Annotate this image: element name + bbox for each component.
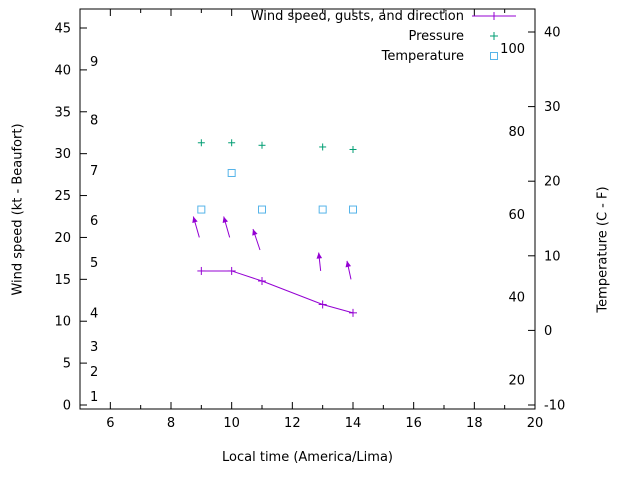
y-left-tick-label: 45: [54, 22, 71, 37]
y-left-tick-label: 10: [54, 315, 71, 330]
y-left-tick-label: 5: [63, 357, 71, 372]
wind-speed-line: [201, 270, 354, 314]
legend-row-pressure: Pressure: [150, 26, 518, 46]
beaufort-scale-label: 5: [90, 256, 98, 271]
temperature-point: [349, 205, 357, 214]
fahrenheit-scale-label: 40: [508, 291, 525, 306]
x-tick-label: 6: [106, 416, 114, 431]
legend-row-temperature: Temperature: [150, 46, 518, 66]
fahrenheit-scale-label: 20: [508, 374, 525, 389]
x-tick-label: 8: [167, 416, 175, 431]
beaufort-scale-label: 9: [90, 55, 98, 70]
wind-direction-arrowhead: [192, 216, 198, 224]
legend-row-wind: Wind speed, gusts, and direction: [150, 6, 518, 26]
wind-direction-arrowhead: [345, 260, 352, 268]
beaufort-scale-label: 3: [90, 340, 98, 355]
legend-marker-wind: [470, 9, 518, 23]
legend-label-wind: Wind speed, gusts, and direction: [250, 8, 464, 24]
y-right-tick-label: 40: [544, 26, 561, 41]
x-tick-label: 20: [527, 416, 544, 431]
legend-marker-pressure: [470, 29, 518, 43]
legend-sample-point: [490, 52, 498, 60]
temperature-point: [227, 168, 236, 177]
beaufort-scale-label: 7: [90, 164, 98, 179]
beaufort-scale-label: 1: [90, 390, 98, 405]
legend-sample: [490, 52, 498, 60]
x-tick-label: 14: [345, 416, 362, 431]
legend-label-temperature: Temperature: [381, 48, 464, 64]
x-tick-label: 10: [223, 416, 240, 431]
legend-sample: [490, 32, 498, 40]
plot-border: [79, 8, 536, 410]
temperature-point: [318, 205, 327, 214]
fahrenheit-scale-label: 100: [500, 42, 525, 57]
beaufort-scale-label: 6: [90, 214, 98, 229]
wind-direction-arrowhead: [252, 229, 258, 236]
y-left-tick-label: 20: [54, 231, 71, 246]
y-left-tick-label: 40: [54, 63, 71, 78]
beaufort-scale-label: 4: [90, 306, 98, 321]
y-right-tick-label: 0: [544, 324, 552, 339]
y-right-tick-label: 20: [544, 175, 561, 190]
wind-direction-arrowhead: [316, 252, 323, 259]
legend-label-pressure: Pressure: [408, 28, 464, 44]
y-right-tick-label: -10: [544, 399, 565, 414]
temperature-point: [197, 205, 206, 214]
legend-sample: [472, 12, 516, 20]
x-tick-label: 12: [284, 416, 301, 431]
y-left-tick-label: 30: [54, 147, 71, 162]
x-axis-title: Local time (America/Lima): [222, 450, 393, 465]
y-left-tick-label: 0: [63, 399, 71, 414]
y-right-tick-label: 10: [544, 249, 561, 264]
temperature-point: [258, 205, 266, 214]
y-right-tick-label: 30: [544, 100, 561, 115]
wind-direction-arrowhead: [222, 216, 229, 224]
y-left-tick-label: 15: [54, 273, 71, 288]
x-tick-label: 18: [466, 416, 483, 431]
y-left-tick-label: 35: [54, 105, 71, 120]
beaufort-scale-label: 2: [90, 365, 98, 380]
legend-marker-temperature: [470, 49, 518, 63]
x-tick-label: 16: [405, 416, 422, 431]
beaufort-scale-label: 8: [90, 114, 98, 129]
fahrenheit-scale-label: 60: [508, 208, 525, 223]
fahrenheit-scale-label: 80: [508, 125, 525, 140]
y-left-tick-label: 25: [54, 189, 71, 204]
legend: Wind speed, gusts, and direction Pressur…: [150, 6, 518, 66]
